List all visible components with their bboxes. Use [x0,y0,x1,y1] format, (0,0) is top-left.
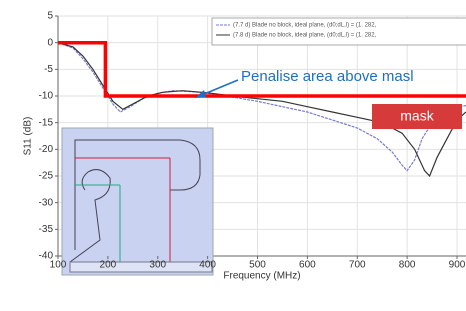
annotation: Penalise area above masl [241,68,414,85]
x-tick-label: 100 [50,260,67,271]
y-tick-label: 0 [47,37,53,48]
y-tick-label: -10 [39,91,54,102]
chart: S11 (dB) Frequency (MHz) (7.7 d) Blade n… [0,0,466,311]
x-tick-label: 800 [399,260,416,271]
inset-plane [70,262,212,272]
x-tick-label: 300 [149,260,166,271]
x-tick-label: 500 [249,260,266,271]
x-tick-label: 600 [299,260,316,271]
legend: (7.7 d) Blade no block, ideal plane, (d0… [212,18,466,45]
x-tick-label: 900 [449,260,466,271]
y-tick-label: -5 [44,64,53,75]
y-tick-label: 5 [47,11,53,22]
y-axis-label: S11 (dB) [23,117,34,156]
inset-image [62,128,213,275]
inset-frame [62,128,213,275]
x-tick-label: 400 [199,260,216,271]
x-axis-label: Frequency (MHz) [223,271,300,282]
x-tick-label: 200 [100,260,117,271]
y-tick-label: -20 [39,144,54,155]
legend-label: (7.7 d) Blade no block, ideal plane, (d0… [233,23,377,29]
legend-label: (7.8 d) Blade no block, ideal plane, (d0… [233,33,377,39]
y-tick-label: -25 [39,171,54,182]
y-tick-label: -15 [39,117,54,128]
mask-label: mask [400,108,434,124]
y-tick-label: -30 [39,197,54,208]
y-tick-label: -35 [39,224,54,235]
x-tick-label: 700 [349,260,366,271]
